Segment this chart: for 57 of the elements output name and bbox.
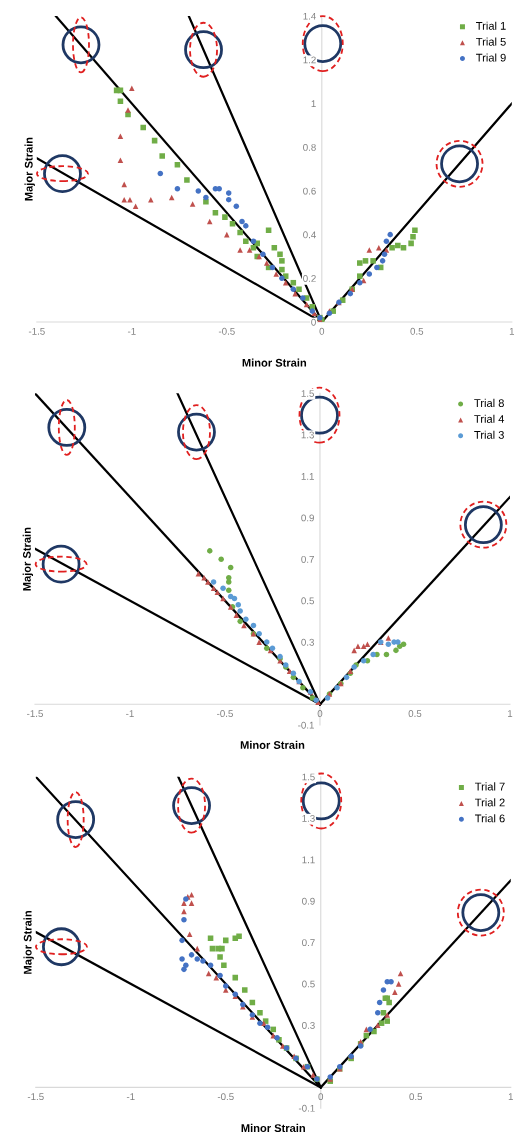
y-tick-label: 0.9 [302,897,315,905]
y-tick-label: 0.3 [302,1021,315,1029]
y-axis-title: Major Strain [24,137,35,201]
x-axis-title: Minor Strain [242,358,307,367]
x-tick-label: -0.5 [217,710,233,717]
y-tick-label: 0.5 [301,597,314,605]
y-tick-label: 0.7 [301,555,314,563]
x-tick-label: 0.5 [410,327,424,335]
y-tick-label: 0.8 [303,143,316,151]
legend-label: Trial 8 [474,398,504,408]
x-tick-label: -1.5 [28,327,45,335]
y-tick-label: 1 [311,100,316,108]
y-tick-label: -0.1 [298,1104,315,1112]
x-tick-label: -1.5 [27,710,43,717]
x-axis-title: Minor Strain [240,740,305,749]
y-tick-label: 0 [311,318,316,326]
x-tick-label: 0.5 [408,710,422,717]
y-tick-label: 1.3 [302,814,315,822]
y-axis-title: Major Strain [22,527,34,591]
x-tick-label: 1 [508,1093,513,1100]
y-tick-label: 1.1 [301,473,314,480]
y-tick-label: 0.9 [301,514,314,522]
y-tick-label: 0.7 [302,939,315,947]
y-tick-label: 1.1 [302,856,315,864]
x-tick-label: 0 [317,710,323,717]
x-tick-label: -1 [126,1093,135,1100]
y-tick-label: 0.5 [302,980,315,988]
y-tick-label: 0.4 [303,231,316,239]
legend-label: Trial 9 [476,53,506,62]
y-tick-label: 1.5 [301,390,314,397]
y-tick-label: 0.6 [303,187,316,195]
y-tick-label: 1.3 [301,431,314,439]
x-axis-title: Minor Strain [241,1123,305,1133]
x-tick-label: -1 [126,710,134,717]
x-tick-label: 1 [509,327,515,335]
y-tick-label: 1.5 [302,773,315,781]
x-tick-label: -0.5 [217,1093,234,1101]
y-axis-title: Major Strain [23,911,34,974]
x-tick-label: -0.5 [218,327,235,335]
y-tick-label: 0.2 [303,275,316,282]
legend-label: Trial 2 [474,798,505,807]
legend-label: Trial 7 [474,782,505,791]
x-tick-label: 1 [508,710,513,717]
x-tick-label: -1.5 [27,1093,44,1101]
legend-label: Trial 3 [474,430,504,439]
y-tick-label: 0.3 [301,638,314,646]
legend-label: Trial 4 [474,414,505,423]
x-tick-label: 0.5 [409,1093,423,1101]
y-tick-label: 1.4 [303,12,316,20]
x-tick-label: 0 [319,327,325,335]
legend-label: Trial 1 [476,21,506,30]
x-tick-label: 0 [318,1093,324,1101]
x-tick-label: -1 [127,327,136,335]
legend-label: Trial 6 [474,814,505,823]
y-tick-label: -0.1 [298,721,314,729]
y-tick-label: 1.2 [303,56,316,64]
legend-label: Trial 5 [476,37,506,46]
